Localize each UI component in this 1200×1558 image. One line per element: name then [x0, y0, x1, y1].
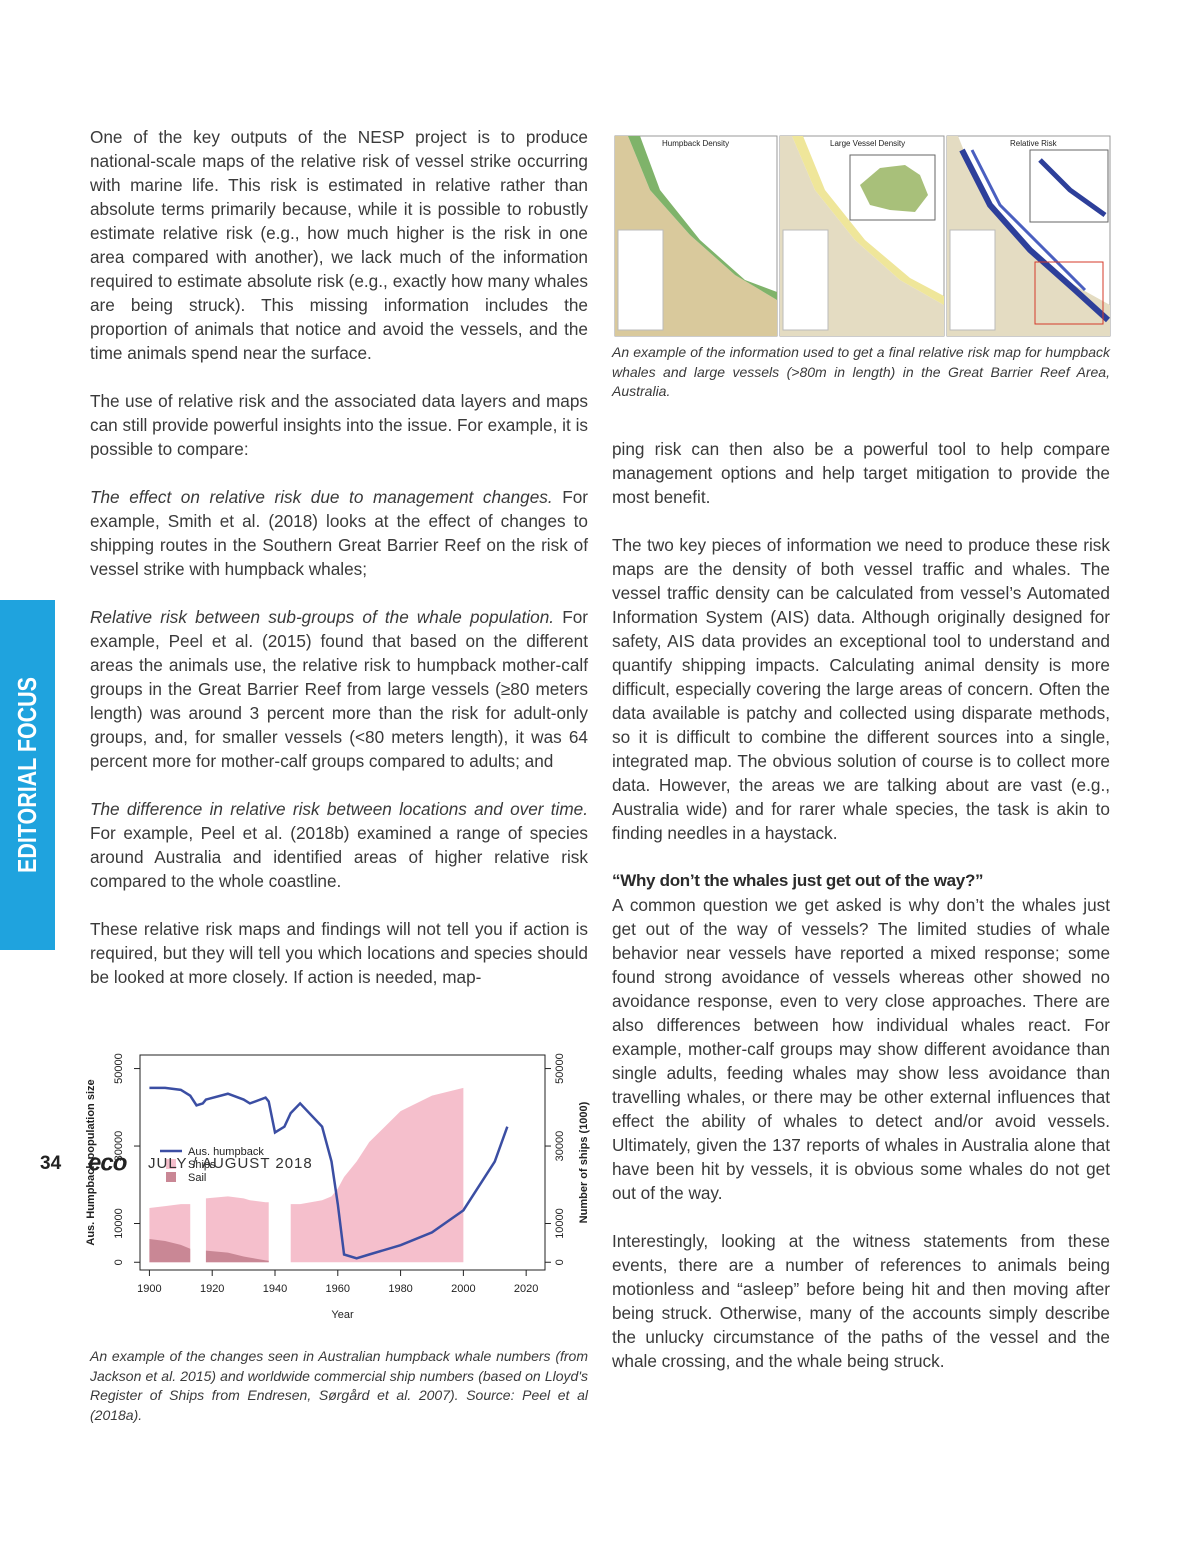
- legend-box: [782, 229, 829, 331]
- paragraph: These relative risk maps and findings wi…: [90, 919, 588, 987]
- x-tick-label: 1960: [326, 1283, 350, 1295]
- area: [149, 1239, 269, 1263]
- paragraph: A common question we get asked is why do…: [612, 895, 1110, 1203]
- chart: 1900 1920 1940 1960 1980 2000 2020 0 10000 30000 5…: [85, 1053, 590, 1321]
- map-panel: Humpback Density: [614, 135, 778, 337]
- issue-date: JULY / AUGUST 2018: [148, 1155, 313, 1172]
- chart-caption: An example of the changes seen in Austra…: [90, 1348, 588, 1423]
- plot-frame: [139, 1054, 546, 1271]
- y2-tick-label: 10000: [554, 1208, 566, 1239]
- paragraph: ping risk can then also be a powerful to…: [612, 439, 1110, 507]
- sidebar-label: EDITORIAL FOCUS: [12, 677, 42, 873]
- paragraph: Interestingly, looking at the witness st…: [612, 1231, 1110, 1371]
- y-axis-label: Aus. Humpback population size: [85, 1079, 97, 1245]
- legend-swatch: [166, 1172, 176, 1182]
- paragraph-text: For example, Smith et al. (2018) looks a…: [90, 487, 589, 579]
- x-tick-label: 1920: [200, 1283, 224, 1295]
- page-number: 34: [40, 1153, 62, 1174]
- highlight-box: [1034, 261, 1104, 325]
- density-band: [628, 136, 777, 300]
- map-panel: Relative Risk: [946, 135, 1111, 337]
- y-tick-label: 30000: [113, 1131, 125, 1162]
- y2-tick-label: 0: [554, 1259, 566, 1265]
- legend-box: [617, 229, 664, 331]
- y-tick-label: 0: [113, 1259, 125, 1265]
- x-tick-label: 2000: [451, 1283, 475, 1295]
- map-panel: Large Vessel Density: [779, 135, 945, 337]
- panel-title: Large Vessel Density: [830, 139, 905, 148]
- x-tick-label: 1980: [388, 1283, 412, 1295]
- y-tick-label: 10000: [113, 1208, 125, 1239]
- legend-label: Ships: [188, 1159, 216, 1171]
- panel-title: Relative Risk: [1010, 139, 1058, 148]
- y2-axis-label: Number of ships (1000): [578, 1101, 590, 1223]
- left-column: One of the key outputs of the NESP proje…: [90, 125, 588, 1013]
- line: [149, 1086, 509, 1260]
- y2-tick-label: 50000: [554, 1053, 566, 1084]
- map-figure: Humpback Density Large Vessel Density Re…: [614, 135, 1111, 337]
- inset-australia: [860, 165, 928, 212]
- paragraph: The effect on relative risk due to manag…: [90, 485, 588, 581]
- x-axis-label: Year: [331, 1309, 354, 1321]
- paragraph-lead: The difference in relative risk between …: [90, 799, 588, 819]
- right-column: ping risk can then also be a powerful to…: [612, 437, 1110, 1397]
- map-caption: An example of the information used to ge…: [612, 344, 1110, 399]
- vessel-route: [959, 148, 1111, 323]
- x-tick-label: 1900: [137, 1283, 161, 1295]
- area: [149, 1087, 464, 1263]
- paragraph: The two key pieces of information we nee…: [612, 535, 1110, 843]
- paragraph-text: For example, Peel et al. (2015) found th…: [90, 607, 588, 771]
- panel-title: Humpback Density: [662, 139, 729, 148]
- y-tick-label: 50000: [113, 1053, 125, 1084]
- x-tick-label: 1940: [263, 1283, 287, 1295]
- paragraph-text: For example, Peel et al. (2018b) examine…: [90, 823, 588, 891]
- y2-tick-label: 30000: [554, 1131, 566, 1162]
- density-band: [792, 136, 944, 305]
- paragraph: The difference in relative risk between …: [90, 797, 588, 893]
- legend-box: [949, 229, 996, 331]
- paragraph-lead: The effect on relative risk due to manag…: [90, 487, 553, 507]
- paragraph: Relative risk between sub-groups of the …: [90, 605, 588, 773]
- paragraph: The use of relative risk and the associa…: [90, 391, 588, 459]
- x-tick-label: 2020: [514, 1283, 538, 1295]
- paragraph: One of the key outputs of the NESP proje…: [90, 127, 588, 363]
- section-heading: “Why don’t the whales just get out of th…: [612, 871, 984, 890]
- legend-label: Sail: [188, 1172, 206, 1184]
- sidebar-tab: [0, 600, 55, 950]
- legend-swatch: [166, 1159, 176, 1169]
- logo: eco: [88, 1149, 127, 1176]
- paragraph-lead: Relative risk between sub-groups of the …: [90, 607, 555, 627]
- legend-label: Aus. humpback: [188, 1146, 264, 1158]
- vessel-route: [1038, 158, 1107, 218]
- vessel-route: [970, 149, 1087, 292]
